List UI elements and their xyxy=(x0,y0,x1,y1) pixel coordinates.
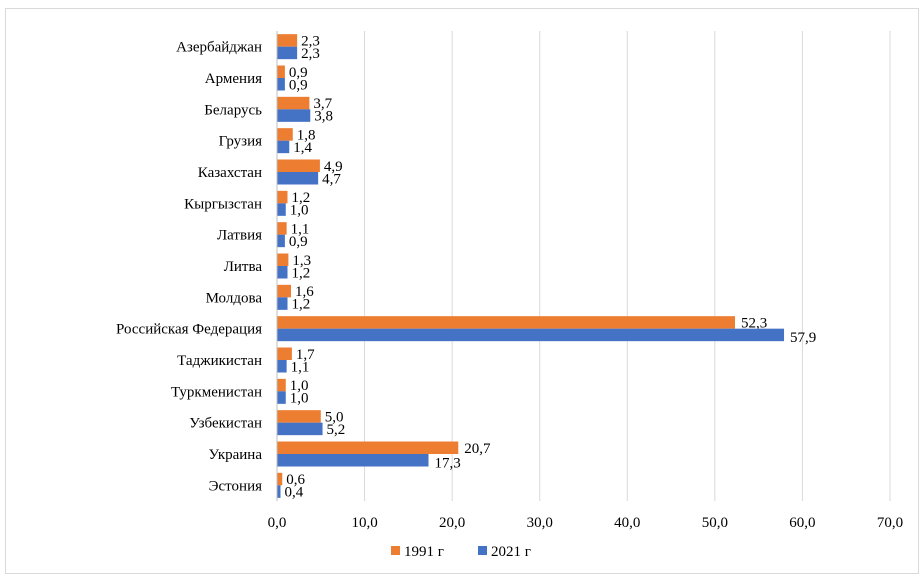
bar-2021 xyxy=(277,109,311,122)
legend-swatch-1991 xyxy=(391,546,400,555)
x-tick-label: 50,0 xyxy=(702,515,728,531)
data-label: 1,4 xyxy=(293,140,312,156)
category-label: Латвия xyxy=(217,228,262,244)
x-tick-label: 10,0 xyxy=(351,515,377,531)
bar-1991 xyxy=(277,96,310,110)
bar-1991 xyxy=(277,284,292,298)
bar-2021 xyxy=(277,297,288,310)
x-tick-label: 40,0 xyxy=(614,515,640,531)
data-label: 20,7 xyxy=(464,441,491,457)
bar-1991 xyxy=(277,347,292,360)
category-label: Украина xyxy=(209,447,263,463)
bar-2021 xyxy=(277,266,288,279)
x-tick-label: 0,0 xyxy=(268,515,287,531)
data-label: 2,3 xyxy=(301,46,320,62)
category-label: Грузия xyxy=(219,134,262,150)
bar-2021 xyxy=(277,328,785,342)
bar-1991 xyxy=(277,253,289,266)
category-label: Армения xyxy=(205,71,262,87)
bar-2021 xyxy=(277,391,286,404)
x-tick-label: 30,0 xyxy=(527,515,553,531)
data-label: 1,2 xyxy=(292,190,311,206)
category-label: Эстония xyxy=(209,478,262,494)
x-tick-label: 60,0 xyxy=(789,515,815,531)
bar-2021 xyxy=(277,360,287,373)
category-label: Таджикистан xyxy=(177,353,262,369)
bar-2021 xyxy=(277,485,281,498)
data-label: 0,6 xyxy=(286,472,305,488)
x-tick-label: 70,0 xyxy=(877,515,903,531)
data-label: 3,7 xyxy=(313,96,332,112)
data-label: 57,9 xyxy=(790,330,816,346)
data-label: 3,8 xyxy=(314,109,333,125)
bar-1991 xyxy=(277,128,293,141)
category-label: Казахстан xyxy=(198,165,262,181)
bar-2021 xyxy=(277,234,285,248)
data-label: 0,9 xyxy=(289,65,308,81)
category-label: Беларусь xyxy=(204,102,262,118)
category-label: Азербайджан xyxy=(176,40,262,56)
data-label: 1,1 xyxy=(291,221,310,237)
legend-swatch-2021 xyxy=(478,546,487,555)
data-label: 17,3 xyxy=(434,455,460,471)
data-label: 5,2 xyxy=(327,422,346,438)
bar-1991 xyxy=(277,472,283,486)
bar-2021 xyxy=(277,140,290,154)
bar-2021 xyxy=(277,454,429,467)
data-label: 5,0 xyxy=(325,409,344,425)
data-label: 0,9 xyxy=(289,77,308,93)
bar-2021 xyxy=(277,203,286,216)
data-label: 1,6 xyxy=(295,284,314,300)
bar-2021 xyxy=(277,172,319,185)
data-label: 1,2 xyxy=(292,297,311,313)
bar-1991 xyxy=(277,410,321,423)
chart-frame xyxy=(5,8,919,574)
data-label: 1,0 xyxy=(290,391,309,407)
bar-2021 xyxy=(277,78,285,91)
data-label: 1,7 xyxy=(296,347,315,363)
category-label: Узбекистан xyxy=(189,416,262,432)
data-label: 1,3 xyxy=(292,253,311,269)
x-tick-label: 20,0 xyxy=(439,515,465,531)
bar-1991 xyxy=(277,34,298,47)
data-label: 0,9 xyxy=(289,234,308,250)
legend-label-2021: 2021 г xyxy=(491,544,531,560)
data-label: 4,9 xyxy=(324,159,343,175)
bar-1991 xyxy=(277,441,459,454)
category-label: Российская Федерация xyxy=(116,322,262,338)
bar-1991 xyxy=(277,378,286,392)
bar-1991 xyxy=(277,65,285,78)
bar-2021 xyxy=(277,46,298,60)
data-label: 1,2 xyxy=(292,265,311,281)
data-label: 1,8 xyxy=(297,127,316,143)
data-label: 1,0 xyxy=(290,378,309,394)
bar-1991 xyxy=(277,190,288,204)
category-label: Кыргызстан xyxy=(184,196,262,212)
bar-1991 xyxy=(277,159,320,172)
data-label: 1,1 xyxy=(291,359,310,375)
data-label: 1,0 xyxy=(290,203,309,219)
category-label: Туркменистан xyxy=(171,384,262,400)
data-label: 2,3 xyxy=(301,33,320,49)
bar-1991 xyxy=(277,316,735,329)
data-label: 52,3 xyxy=(741,315,767,331)
bar-1991 xyxy=(277,222,287,235)
data-label: 0,4 xyxy=(285,485,304,501)
category-label: Литва xyxy=(224,259,263,275)
bar-2021 xyxy=(277,422,323,436)
category-label: Молдова xyxy=(206,290,263,306)
legend-label-1991: 1991 г xyxy=(404,544,444,560)
data-label: 4,7 xyxy=(322,171,341,187)
